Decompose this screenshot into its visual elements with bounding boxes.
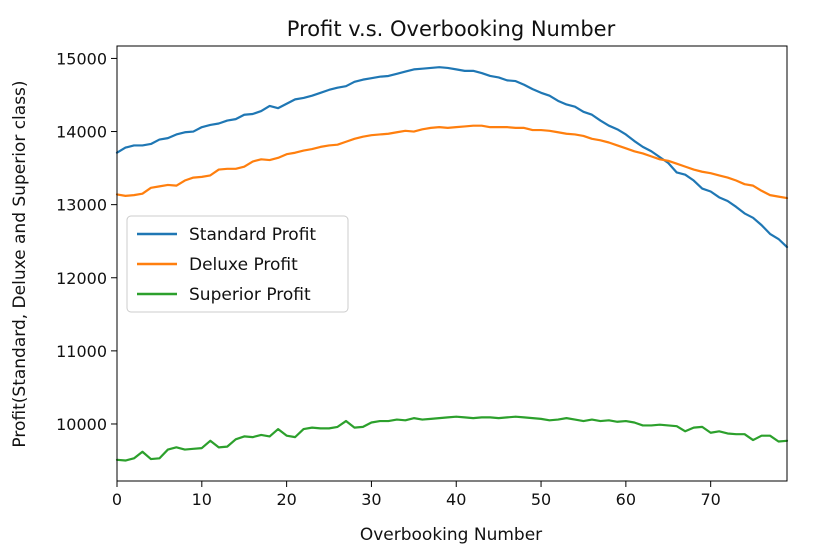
x-tick-label: 0 [112,490,122,509]
y-tick-label: 12000 [56,269,107,288]
chart-title: Profit v.s. Overbooking Number [287,17,616,41]
y-tick-label: 15000 [56,49,107,68]
series-line-1 [115,66,789,249]
plot-frame [116,45,788,482]
x-axis-label: Overbooking Number [360,525,542,545]
x-tick-label: 10 [192,490,212,509]
y-axis-label: Profit(Standard, Deluxe and Superior cla… [10,80,30,447]
legend-label: Deluxe Profit [189,255,298,275]
series-line-2 [115,124,789,200]
series-layer [115,66,789,462]
y-tick-label: 14000 [56,123,107,142]
y-tick-label: 11000 [56,342,107,361]
legend-label: Standard Profit [189,225,316,245]
x-tick-label: 20 [276,490,296,509]
y-axis: 10000 11000 12000 13000 14000 15000 [56,49,117,434]
y-tick-label: 13000 [56,196,107,215]
x-tick-label: 40 [446,490,466,509]
x-tick-label: 30 [361,490,381,509]
x-tick-label: 70 [700,490,720,509]
legend-label: Superior Profit [189,285,311,305]
x-tick-label: 50 [531,490,551,509]
y-tick-label: 10000 [56,415,107,434]
x-tick-label: 60 [616,490,636,509]
legend-box [126,215,349,313]
x-axis: 0 10 20 30 40 50 60 70 [112,481,721,509]
series-line-3 [115,415,789,462]
legend: Standard Profit Deluxe Profit Superior Pro… [126,215,349,313]
